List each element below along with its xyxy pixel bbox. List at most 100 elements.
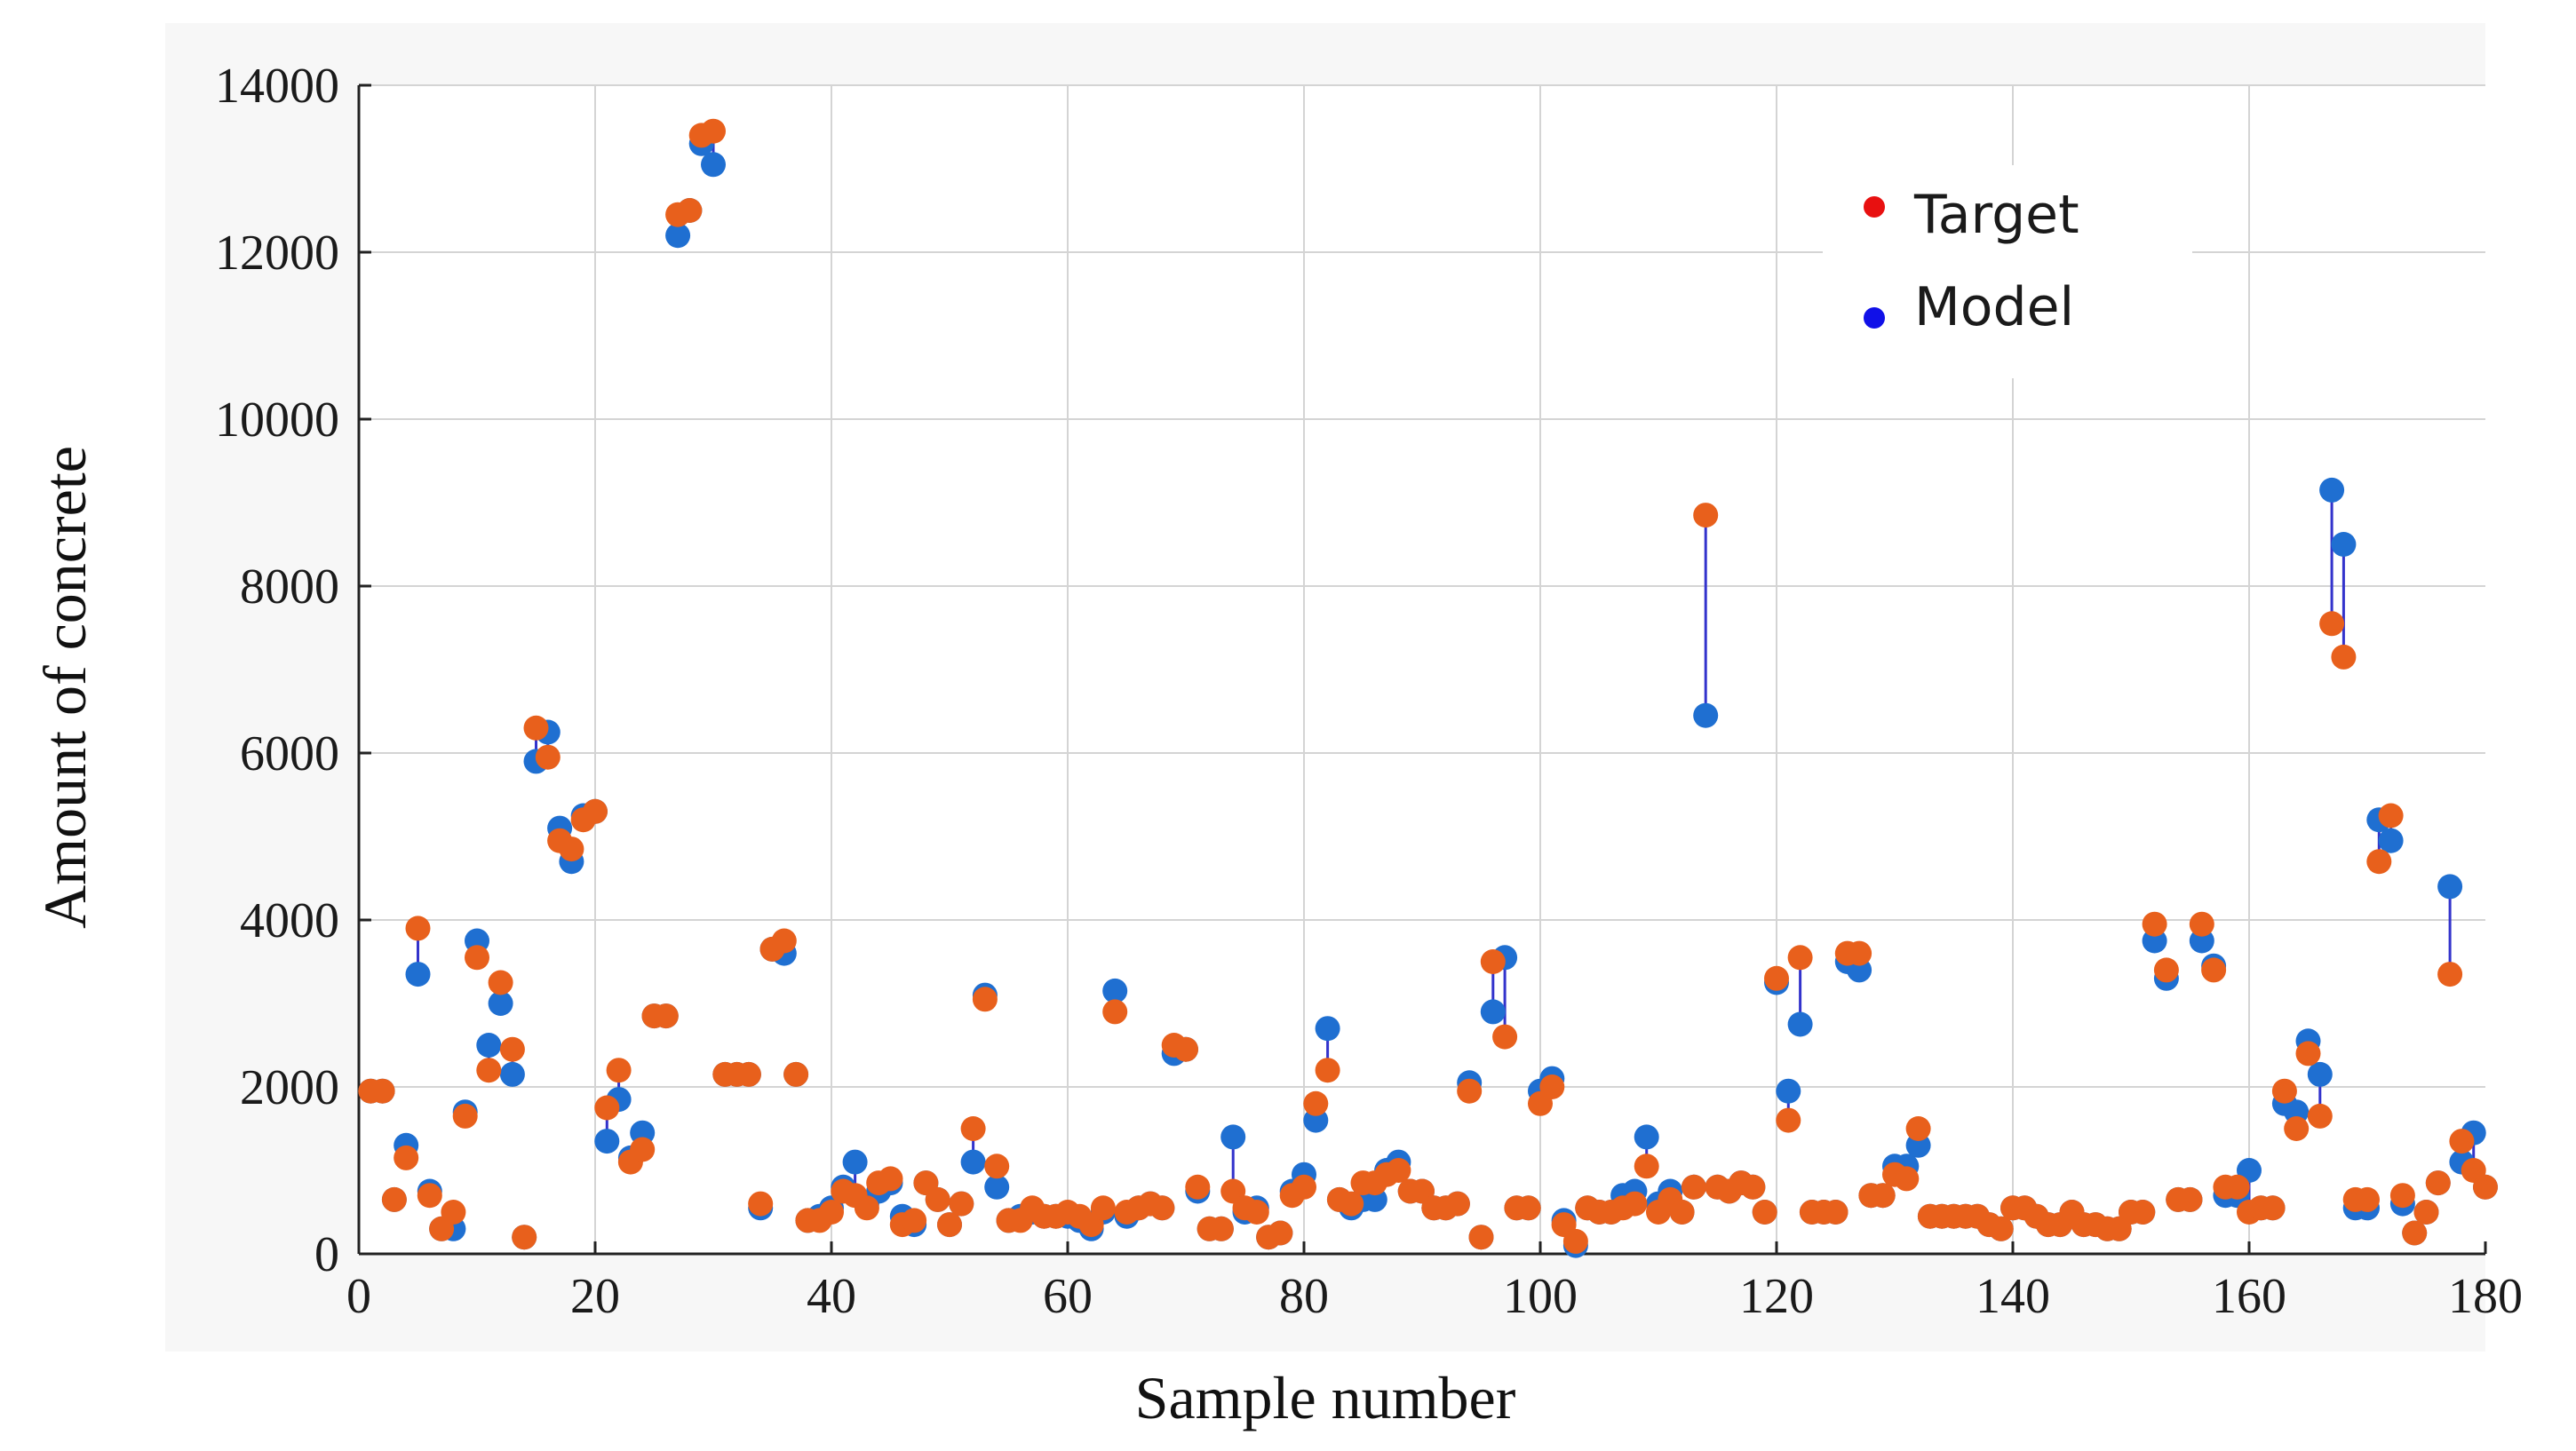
target-point <box>2378 803 2404 829</box>
target-point <box>1894 1166 1920 1192</box>
target-point <box>1539 1074 1565 1099</box>
target-point <box>1681 1174 1706 1200</box>
target-point <box>606 1058 632 1083</box>
model-point <box>499 1061 525 1087</box>
legend-target-label: Target <box>1913 184 2079 246</box>
target-point <box>1634 1154 1659 1179</box>
legend-box <box>1823 165 2192 378</box>
y-tick-label: 12000 <box>215 226 339 281</box>
target-point <box>2153 957 2179 983</box>
target-point <box>488 970 513 995</box>
target-point <box>2177 1186 2203 1212</box>
model-point <box>1787 1011 1813 1037</box>
target-point <box>1847 940 1872 966</box>
model-point <box>984 1174 1010 1200</box>
target-point <box>960 1116 986 1141</box>
target-point <box>1693 503 1719 528</box>
legend-model-marker <box>1864 307 1885 329</box>
x-axis-title: Sample number <box>1135 1364 1516 1431</box>
y-tick-label: 6000 <box>240 726 339 781</box>
target-point <box>949 1191 974 1217</box>
target-point <box>2449 1129 2475 1154</box>
target-point <box>771 928 797 954</box>
target-point <box>1185 1174 1211 1200</box>
x-tick-label: 20 <box>570 1269 620 1324</box>
target-point <box>1905 1116 1931 1141</box>
target-point <box>2389 1183 2415 1209</box>
model-point <box>665 223 691 249</box>
y-tick-label: 10000 <box>215 392 339 448</box>
target-point <box>925 1186 950 1212</box>
target-point <box>1292 1174 1316 1200</box>
target-point <box>984 1154 1010 1179</box>
y-tick-label: 0 <box>314 1227 339 1282</box>
target-point <box>937 1212 962 1238</box>
target-point <box>748 1191 774 1217</box>
target-point <box>1444 1191 1470 1217</box>
model-point <box>2319 477 2345 503</box>
y-axis-title: Amount of concrete <box>31 446 99 929</box>
target-points-layer <box>358 118 2498 1254</box>
legend: Target Model <box>1823 165 2192 378</box>
target-point <box>677 198 703 223</box>
target-point <box>1149 1195 1175 1221</box>
model-point <box>1693 702 1719 728</box>
target-point <box>2201 957 2227 983</box>
target-point <box>1787 945 1813 971</box>
target-point <box>2189 911 2214 937</box>
target-point <box>1480 949 1506 974</box>
target-point <box>1315 1058 1340 1083</box>
legend-target-marker <box>1864 196 1885 218</box>
target-point <box>2260 1195 2286 1221</box>
target-point <box>1562 1228 1588 1254</box>
target-point <box>2413 1200 2439 1225</box>
target-point <box>1173 1036 1198 1062</box>
model-point <box>1102 978 1128 1003</box>
y-tick-label: 14000 <box>215 59 339 114</box>
target-point <box>523 715 549 741</box>
model-point <box>960 1149 986 1175</box>
target-point <box>2355 1186 2380 1212</box>
x-tick-label: 0 <box>346 1269 371 1324</box>
model-point <box>405 962 431 987</box>
target-point <box>512 1225 537 1250</box>
target-point <box>476 1058 502 1083</box>
target-point <box>1776 1107 1801 1133</box>
target-point <box>2473 1174 2498 1200</box>
target-point <box>1468 1225 1494 1250</box>
model-point <box>2307 1061 2333 1087</box>
target-point <box>417 1183 442 1209</box>
x-tick-label: 60 <box>1043 1269 1093 1324</box>
model-point <box>1220 1124 1246 1150</box>
model-point <box>2378 828 2404 853</box>
target-point <box>2307 1103 2333 1129</box>
target-point <box>2130 1200 2156 1225</box>
target-point <box>902 1208 927 1233</box>
target-point <box>1669 1200 1695 1225</box>
model-point <box>594 1129 620 1154</box>
target-point <box>783 1061 809 1087</box>
target-point <box>735 1061 761 1087</box>
target-point <box>2295 1041 2321 1066</box>
target-point <box>499 1036 525 1062</box>
target-point <box>2284 1116 2310 1141</box>
model-point <box>2331 532 2357 557</box>
y-tick-label: 4000 <box>240 893 339 948</box>
target-point <box>1457 1078 1483 1104</box>
target-point <box>2142 911 2167 937</box>
target-point <box>1622 1191 1648 1217</box>
target-point <box>653 1003 679 1029</box>
target-point <box>2271 1078 2297 1104</box>
target-point <box>1764 965 1789 991</box>
target-point <box>1740 1174 1766 1200</box>
x-tick-label: 80 <box>1279 1269 1329 1324</box>
model-point <box>1480 999 1506 1025</box>
target-point <box>465 945 489 971</box>
x-tick-label: 100 <box>1503 1269 1578 1324</box>
target-point <box>1870 1183 1896 1209</box>
target-point <box>2319 611 2345 637</box>
target-point <box>535 744 561 770</box>
target-point <box>1208 1216 1234 1241</box>
target-point <box>1988 1216 2014 1241</box>
